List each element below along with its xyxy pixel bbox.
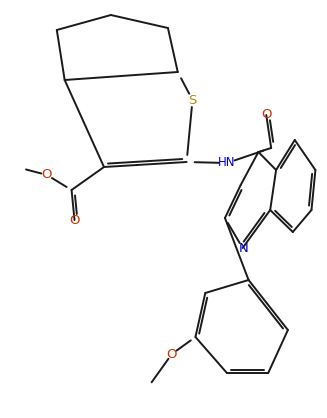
Text: HN: HN	[218, 156, 236, 170]
Text: O: O	[167, 347, 177, 360]
Text: S: S	[188, 94, 197, 107]
Text: N: N	[239, 242, 249, 255]
Text: O: O	[69, 214, 80, 227]
Text: O: O	[42, 168, 52, 181]
Text: O: O	[261, 109, 271, 122]
